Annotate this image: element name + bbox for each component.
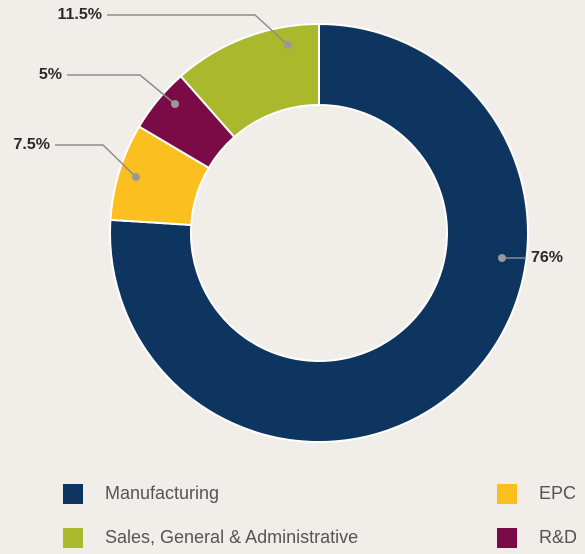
- legend-label: Sales, General & Administrative: [105, 527, 358, 547]
- data-label: 7.5%: [14, 136, 50, 153]
- leader-line: [55, 144, 137, 178]
- data-label: 5%: [39, 66, 62, 83]
- legend-swatch: [63, 484, 83, 504]
- leader-line: [67, 74, 176, 105]
- legend-swatch: [497, 484, 517, 504]
- legend-swatch: [63, 528, 83, 548]
- legend-label: EPC: [539, 483, 576, 503]
- legend-swatch: [497, 528, 517, 548]
- donut-slice: [179, 22, 320, 139]
- data-label: 76%: [531, 249, 563, 266]
- legend-label: R&D: [539, 527, 577, 547]
- leader-dot: [132, 173, 140, 181]
- leader-dot: [498, 254, 506, 262]
- donut-slice: [109, 22, 529, 443]
- leader-dot: [284, 41, 292, 49]
- leader-line: [107, 14, 289, 46]
- data-label: 11.5%: [58, 6, 102, 23]
- leader-dot: [171, 100, 179, 108]
- legend-label: Manufacturing: [105, 483, 219, 503]
